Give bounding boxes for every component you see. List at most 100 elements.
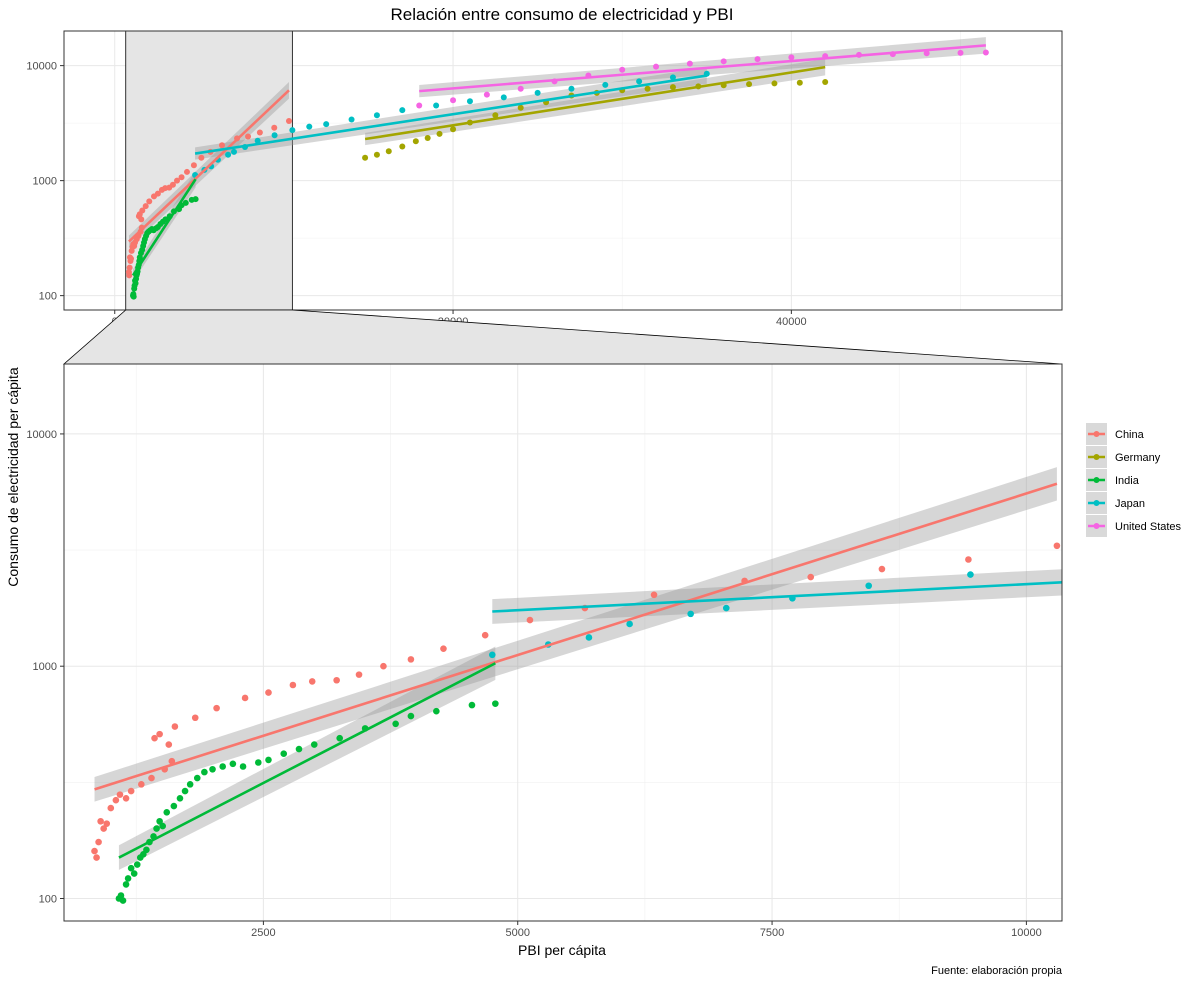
zoom-point-china <box>213 704 220 712</box>
overview-point-japan <box>373 112 380 119</box>
overview-point-china <box>218 142 225 149</box>
overview-point-japan <box>254 137 261 144</box>
zoom-point-india <box>229 760 237 768</box>
zoom-point-china <box>148 774 155 782</box>
zoom-point-india <box>124 875 132 882</box>
overview-y-tick-label: 10000 <box>26 61 57 73</box>
overview-point-japan <box>271 132 278 139</box>
overview-point-germany <box>822 79 829 86</box>
zoom-point-india <box>209 765 216 773</box>
zoom-x-tick-label: 10000 <box>1011 927 1042 939</box>
zoom-panel: 2500 5000 7500 10000 100 1000 10000 <box>26 363 1183 939</box>
zoom-point-china <box>165 741 173 748</box>
overview-x-tick-label: 40000 <box>776 316 807 328</box>
overview-y-tick-label: 1000 <box>33 176 57 188</box>
overview-point-china <box>198 154 205 161</box>
overview-point-china <box>127 255 134 262</box>
zoom-point-india <box>255 759 262 766</box>
zoom-point-japan <box>585 634 593 641</box>
zoom-point-china <box>91 847 98 855</box>
overview-point-japan <box>306 123 313 130</box>
overview-point-germany <box>644 85 651 92</box>
overview-point-germany <box>746 81 753 88</box>
zoom-point-china <box>100 825 107 832</box>
zoom-background <box>64 364 1062 921</box>
zoom-point-india <box>143 846 150 854</box>
overview-fit-line-united-states <box>419 44 986 93</box>
overview-point-united-states <box>957 49 964 56</box>
overview-fit-line-germany <box>364 65 826 141</box>
overview-point-united-states <box>517 85 524 92</box>
zoom-point-china <box>168 757 176 765</box>
zoom-y-tick-label: 10000 <box>26 429 57 441</box>
overview-point-china <box>146 198 153 205</box>
zoom-point-china <box>380 662 387 670</box>
overview-point-china <box>271 124 278 131</box>
overview-point-china <box>169 181 176 188</box>
zoom-point-india <box>176 794 184 802</box>
overview-fit-line-india <box>131 178 197 277</box>
zoom-point-china <box>407 656 415 663</box>
legend-label-china: China <box>1115 429 1145 441</box>
zoom-point-india <box>130 870 138 877</box>
zoom-point-china <box>440 645 447 652</box>
zoom-point-india <box>407 712 415 720</box>
overview-point-germany <box>362 154 369 161</box>
overview-point-japan <box>568 85 575 92</box>
zoom-point-china <box>151 734 158 742</box>
overview-point-india <box>132 280 139 287</box>
legend-label-japan: Japan <box>1115 498 1145 510</box>
overview-point-india <box>192 196 199 203</box>
zoom-fit-line-japan <box>492 581 1062 613</box>
overview-point-japan <box>348 116 355 123</box>
caption: Fuente: elaboración propia <box>931 965 1063 977</box>
zoom-point-india <box>468 701 476 709</box>
zoom-point-china <box>308 678 316 685</box>
zoom-point-india <box>117 892 125 899</box>
zoom-y-tick-label: 1000 <box>33 661 57 673</box>
overview-point-united-states <box>754 56 761 63</box>
zoom-border <box>63 363 1063 922</box>
zoom-fit-line-india <box>118 662 496 859</box>
legend: China Germany India Japan United States <box>1086 423 1182 537</box>
zoom-point-india <box>127 864 135 872</box>
zoom-point-india <box>170 802 178 810</box>
zoom-point-china <box>878 565 886 573</box>
zoom-fit-line-china <box>94 482 1058 791</box>
zoom-point-china <box>97 817 104 825</box>
overview-point-japan <box>669 74 676 81</box>
zoom-point-india <box>122 881 130 888</box>
zoom-point-india <box>133 861 141 868</box>
zoom-grid <box>64 364 1062 921</box>
zoom-point-china <box>481 631 489 639</box>
overview-point-germany <box>450 126 457 133</box>
overview-point-china <box>126 264 133 271</box>
overview-point-united-states <box>923 50 930 57</box>
overview-point-germany <box>436 130 443 137</box>
overview-plot-area <box>125 31 989 310</box>
overview-point-japan <box>433 102 440 109</box>
overview-point-china <box>173 177 180 184</box>
zoom-point-japan <box>1176 554 1183 561</box>
zoom-point-china <box>650 591 658 599</box>
zoom-point-india <box>186 781 194 788</box>
zoom-point-china <box>355 671 363 678</box>
zoom-point-india <box>181 787 189 795</box>
overview-point-japan <box>230 148 237 155</box>
overview-point-united-states <box>686 60 693 67</box>
zoom-point-china <box>526 616 534 624</box>
overview-point-japan <box>500 94 507 101</box>
zoom-ribbon-china <box>94 467 1057 802</box>
overview-point-china <box>190 162 197 169</box>
zoom-point-japan <box>865 582 873 590</box>
zoom-point-china <box>112 796 120 804</box>
overview-point-china <box>126 272 133 279</box>
zoom-point-india <box>153 825 160 832</box>
zoom-point-china <box>171 723 179 730</box>
zoom-point-india <box>201 768 208 776</box>
overview-point-india <box>182 199 189 206</box>
zoom-point-china <box>191 714 199 722</box>
zoom-y-tick-label: 100 <box>39 893 57 905</box>
overview-point-china <box>285 117 292 124</box>
zoom-point-india <box>219 763 227 770</box>
